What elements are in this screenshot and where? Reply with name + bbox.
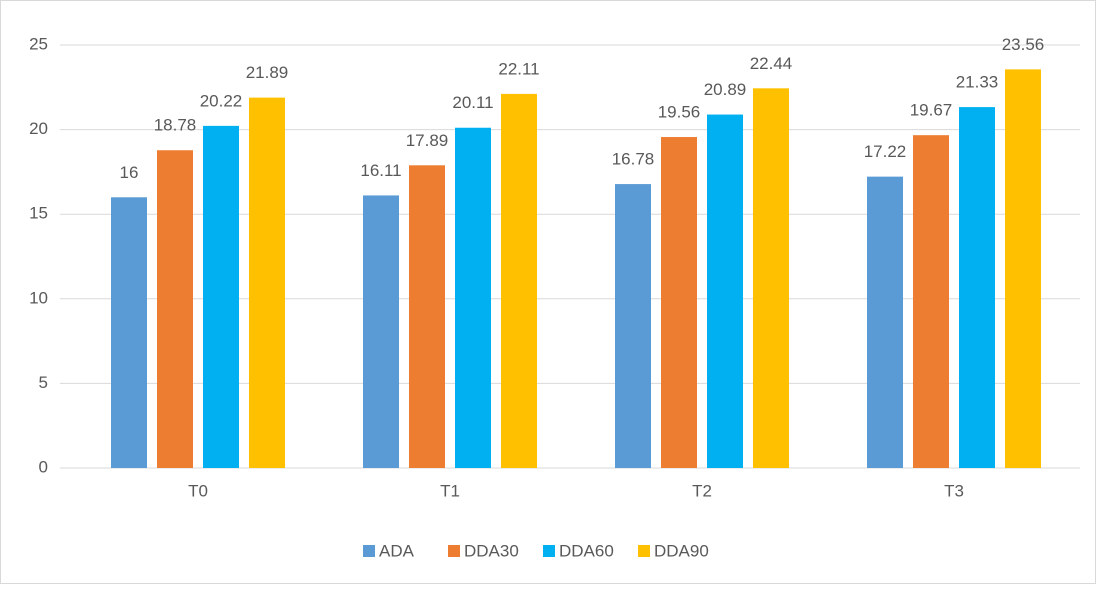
data-label: 16.11 bbox=[360, 161, 401, 180]
bar bbox=[615, 184, 651, 468]
legend-label: DDA90 bbox=[654, 541, 709, 560]
data-label: 18.78 bbox=[154, 116, 197, 135]
bar bbox=[913, 135, 949, 468]
bar bbox=[363, 195, 399, 468]
y-tick-label: 0 bbox=[39, 457, 48, 476]
x-tick-label: T1 bbox=[440, 481, 460, 500]
data-label: 23.56 bbox=[1002, 35, 1045, 54]
data-label: 19.56 bbox=[658, 103, 701, 122]
bar bbox=[157, 150, 193, 468]
bar bbox=[1005, 69, 1041, 468]
data-label: 20.89 bbox=[704, 80, 747, 99]
data-label: 17.89 bbox=[406, 131, 449, 150]
data-label: 20.11 bbox=[452, 93, 493, 112]
data-label: 19.67 bbox=[910, 101, 953, 120]
legend-swatch bbox=[448, 545, 460, 557]
bar bbox=[501, 93, 537, 468]
legend-swatch bbox=[363, 545, 375, 557]
legend-label: DDA60 bbox=[559, 541, 614, 560]
x-tick-label: T2 bbox=[692, 481, 712, 500]
x-tick-label: T3 bbox=[944, 481, 964, 500]
data-label: 20.22 bbox=[200, 91, 243, 110]
bar bbox=[707, 114, 743, 468]
y-tick-label: 25 bbox=[29, 34, 48, 53]
data-label: 22.44 bbox=[750, 54, 793, 73]
y-tick-label: 20 bbox=[29, 119, 48, 138]
y-tick-label: 5 bbox=[39, 373, 48, 392]
bar bbox=[249, 97, 285, 468]
legend-swatch bbox=[543, 545, 555, 557]
bar bbox=[409, 165, 445, 468]
y-tick-label: 15 bbox=[29, 204, 48, 223]
data-label: 16.78 bbox=[612, 150, 655, 169]
data-label: 21.33 bbox=[956, 73, 999, 92]
bar bbox=[455, 127, 491, 468]
legend-label: DDA30 bbox=[464, 541, 519, 560]
bar bbox=[203, 125, 239, 469]
legend-label: ADA bbox=[379, 541, 415, 560]
data-label: 16 bbox=[120, 163, 139, 182]
data-label: 22.11 bbox=[498, 59, 539, 78]
bar bbox=[661, 137, 697, 468]
bar bbox=[867, 176, 903, 468]
x-tick-label: T0 bbox=[188, 481, 208, 500]
bar bbox=[753, 88, 789, 469]
y-tick-label: 10 bbox=[29, 288, 48, 307]
data-label: 17.22 bbox=[864, 142, 907, 161]
legend-swatch bbox=[638, 545, 650, 557]
bar bbox=[959, 107, 995, 468]
bar bbox=[111, 197, 147, 468]
data-label: 21.89 bbox=[246, 63, 289, 82]
